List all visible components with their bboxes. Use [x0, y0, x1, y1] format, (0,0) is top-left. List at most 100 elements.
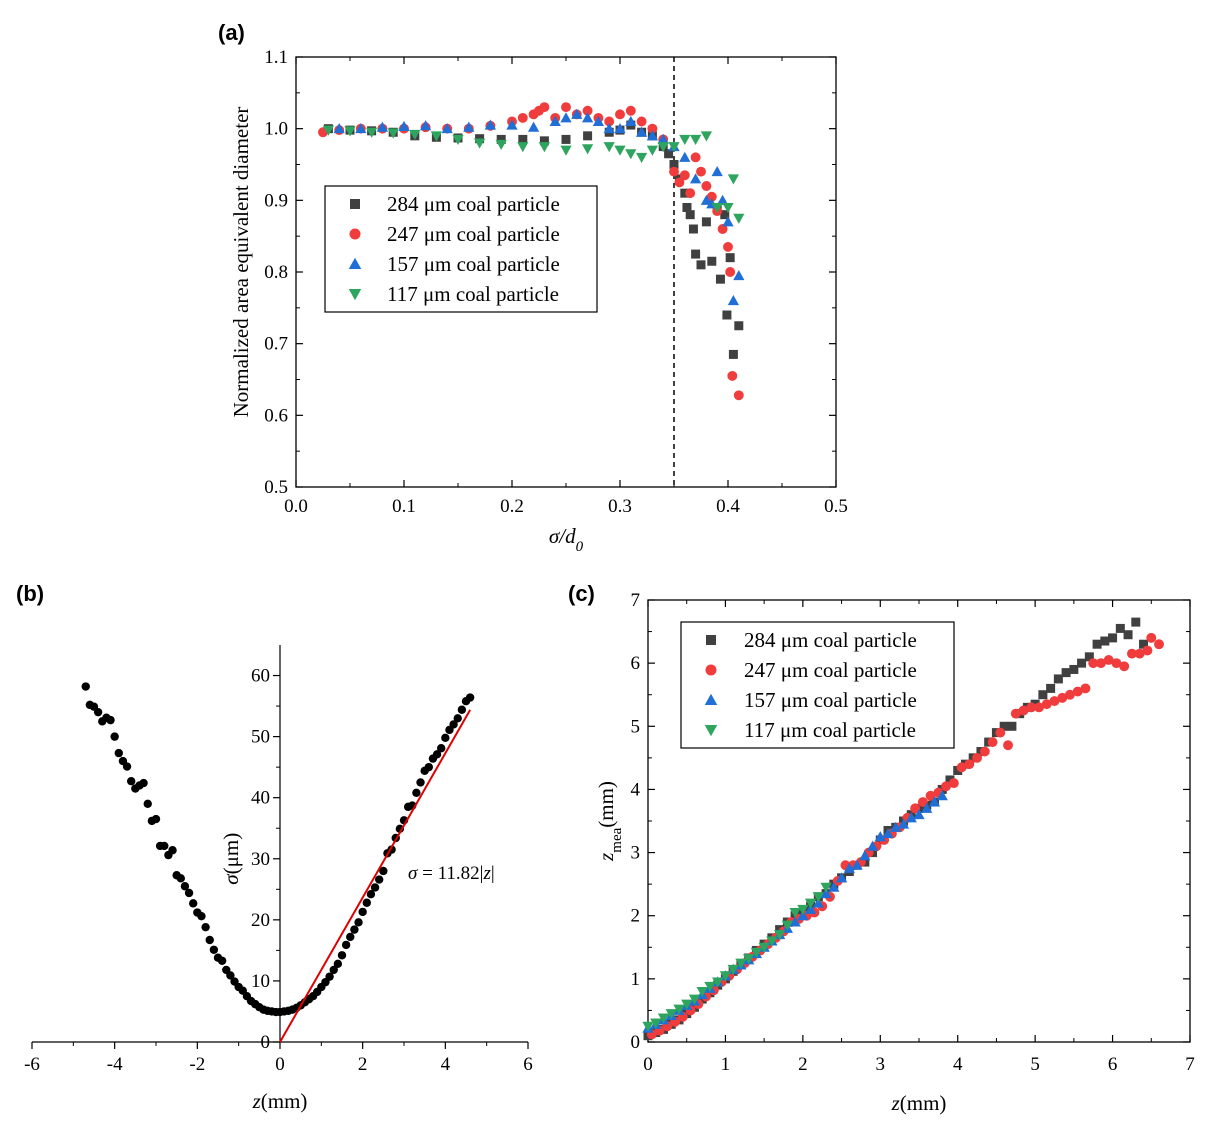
data-point-b	[366, 889, 376, 899]
data-point-a	[615, 109, 625, 120]
data-point-c	[835, 872, 848, 883]
x-axis-label-a: σ/d0	[549, 524, 584, 555]
y-tick-label-a: 0.7	[264, 334, 288, 355]
data-point-b	[337, 951, 347, 960]
x-tick-label-a: 0.0	[284, 496, 308, 517]
data-point-a	[517, 112, 528, 123]
data-point-b	[449, 720, 458, 729]
legend-label-c: 284 μm coal particle	[744, 628, 917, 652]
x-axis-label-c: z(mm)	[891, 1091, 947, 1115]
data-point-c	[1134, 648, 1145, 659]
data-point-a	[614, 123, 626, 134]
data-point-a	[720, 210, 730, 220]
data-point-c	[913, 809, 925, 820]
data-point-a	[700, 131, 713, 142]
data-point-c	[1003, 740, 1013, 751]
panel-label-b: (b)	[16, 581, 44, 606]
data-point-c	[1092, 639, 1102, 649]
series-a-3	[322, 125, 745, 224]
data-point-a	[711, 166, 723, 177]
data-point-c	[851, 859, 863, 870]
y-tick-label-c: 0	[631, 1032, 641, 1053]
data-point-c	[1103, 655, 1114, 665]
data-point-b	[168, 846, 177, 855]
data-point-a	[506, 119, 518, 130]
y-tick-label-b: 10	[251, 971, 270, 992]
data-point-a	[657, 142, 669, 153]
data-point-a	[646, 145, 659, 156]
data-point-a	[716, 194, 729, 205]
data-point-a	[690, 152, 701, 163]
data-point-c	[1146, 632, 1157, 643]
data-point-b	[110, 732, 119, 741]
data-point-c	[1126, 648, 1137, 659]
data-point-a	[689, 134, 702, 146]
series-b-0	[81, 682, 475, 1017]
data-point-a	[614, 145, 626, 156]
data-point-c	[1041, 699, 1052, 710]
data-point-c	[979, 746, 990, 757]
legend-a: 284 μm coal particle 247 μm coal particle…	[324, 185, 598, 313]
y-tick-label-c: 4	[631, 779, 641, 800]
x-tick-label-c: 0	[643, 1054, 653, 1075]
data-point-a	[538, 142, 551, 153]
data-point-a	[539, 102, 550, 113]
data-point-a	[679, 151, 691, 162]
data-point-c	[681, 999, 693, 1010]
data-point-c	[972, 752, 983, 763]
data-point-b	[437, 744, 446, 753]
legend-label-a: 284 μm coal particle	[387, 192, 560, 216]
data-point-b	[106, 715, 115, 725]
data-point-c	[657, 1013, 670, 1024]
data-point-c	[1100, 636, 1110, 646]
data-point-c	[820, 882, 832, 893]
data-point-a	[398, 120, 410, 132]
data-point-c	[1119, 661, 1130, 672]
data-point-c	[804, 898, 817, 909]
data-point-a	[560, 112, 572, 123]
data-point-c	[766, 936, 778, 947]
data-point-b	[370, 883, 380, 892]
data-point-c	[1077, 658, 1087, 668]
data-point-b	[160, 841, 169, 851]
data-point-b	[81, 682, 90, 691]
data-point-a	[495, 139, 507, 151]
x-tick-label-c: 4	[953, 1054, 963, 1075]
data-point-a	[688, 224, 698, 234]
panel-c: (c) 0 1 2 3 4 5 6 7 0 1 2 3 4 5 6 7 z(mm) zmea(mm) 284 μm …	[568, 581, 1195, 1115]
data-point-b	[346, 932, 355, 942]
data-point-c	[642, 1021, 654, 1032]
data-point-a	[734, 321, 744, 331]
data-point-a	[696, 260, 706, 270]
x-tick-label-b: 4	[441, 1054, 451, 1075]
data-point-a	[518, 134, 528, 144]
data-point-a	[484, 119, 497, 130]
series-c-3	[642, 882, 832, 1032]
legend-marker-a	[349, 228, 361, 240]
data-point-c	[941, 781, 952, 792]
data-point-b	[205, 935, 214, 945]
data-point-a	[715, 274, 725, 284]
data-point-a	[668, 142, 680, 153]
y-tick-label-c: 3	[631, 843, 641, 864]
x-tick-label-b: -4	[107, 1054, 123, 1075]
data-point-c	[1072, 686, 1083, 697]
y-tick-label-b: 0	[261, 1032, 271, 1053]
data-point-c	[1057, 692, 1068, 703]
data-point-b	[341, 940, 351, 950]
data-point-c	[1053, 674, 1063, 684]
panel-label-a: (a)	[218, 20, 245, 45]
y-tick-label-b: 40	[251, 788, 270, 809]
data-point-c	[1096, 658, 1106, 669]
data-point-c	[874, 831, 886, 842]
fit-equation-b: σ = 11.82|z|	[408, 863, 495, 884]
data-point-b	[184, 888, 194, 898]
data-point-c	[1030, 699, 1040, 709]
data-point-a	[674, 177, 685, 188]
data-point-b	[226, 971, 235, 980]
data-point-a	[409, 129, 421, 141]
data-point-c	[1007, 721, 1017, 731]
y-tick-label-b: 60	[251, 666, 270, 687]
data-point-a	[441, 123, 453, 134]
data-point-c	[797, 910, 809, 921]
